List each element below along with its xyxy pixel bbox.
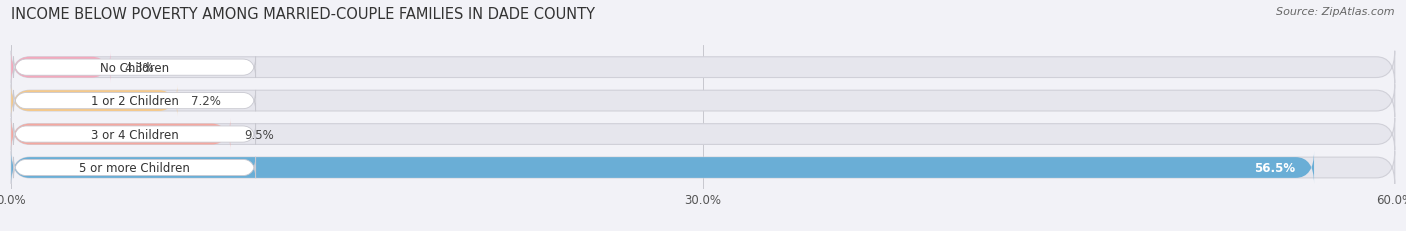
Text: 56.5%: 56.5% (1254, 161, 1295, 174)
Text: 9.5%: 9.5% (245, 128, 274, 141)
Text: Source: ZipAtlas.com: Source: ZipAtlas.com (1277, 7, 1395, 17)
FancyBboxPatch shape (14, 157, 256, 178)
FancyBboxPatch shape (11, 152, 1395, 184)
FancyBboxPatch shape (14, 57, 256, 79)
Text: No Children: No Children (100, 61, 169, 74)
Text: 5 or more Children: 5 or more Children (79, 161, 190, 174)
FancyBboxPatch shape (11, 118, 231, 151)
FancyBboxPatch shape (11, 85, 1395, 118)
FancyBboxPatch shape (11, 85, 177, 118)
FancyBboxPatch shape (14, 91, 256, 112)
FancyBboxPatch shape (14, 124, 256, 145)
Text: 3 or 4 Children: 3 or 4 Children (91, 128, 179, 141)
FancyBboxPatch shape (11, 152, 1315, 184)
Text: 4.3%: 4.3% (124, 61, 155, 74)
FancyBboxPatch shape (11, 52, 111, 84)
Text: 7.2%: 7.2% (191, 95, 221, 108)
Text: INCOME BELOW POVERTY AMONG MARRIED-COUPLE FAMILIES IN DADE COUNTY: INCOME BELOW POVERTY AMONG MARRIED-COUPL… (11, 7, 595, 22)
FancyBboxPatch shape (11, 52, 1395, 84)
Text: 1 or 2 Children: 1 or 2 Children (90, 95, 179, 108)
FancyBboxPatch shape (11, 118, 1395, 151)
